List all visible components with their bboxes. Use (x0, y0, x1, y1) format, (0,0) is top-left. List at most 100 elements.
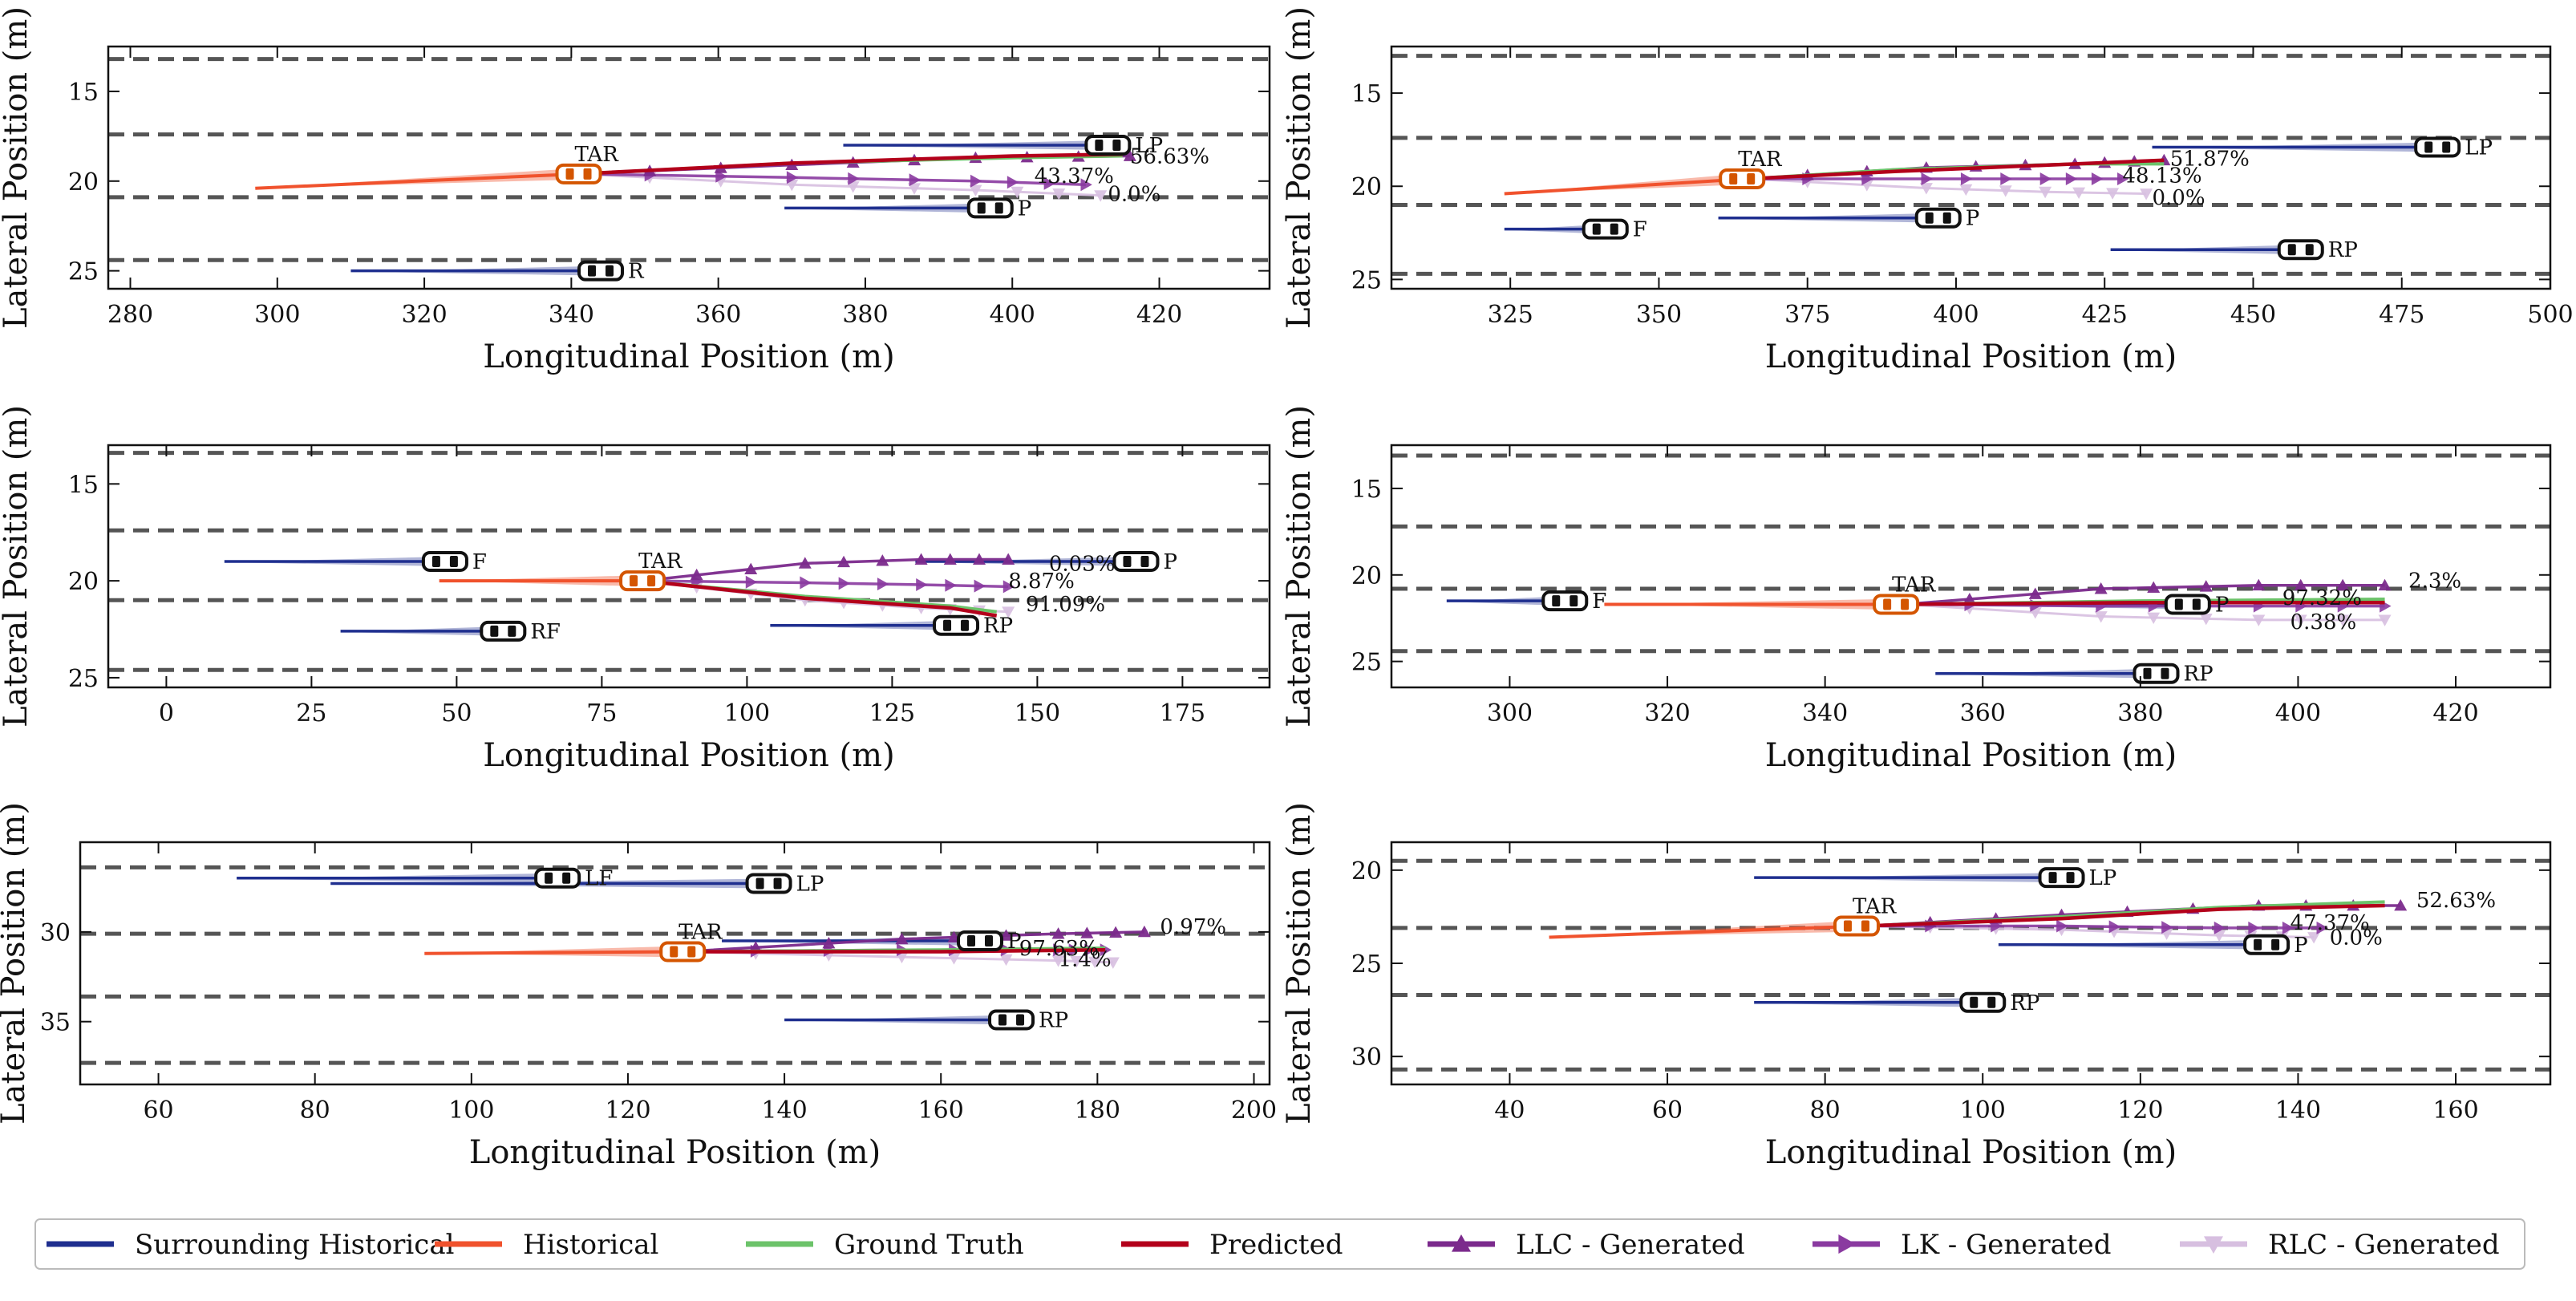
car-window (583, 168, 592, 180)
car-window (2271, 938, 2280, 950)
rlc-generated-marker (1088, 956, 1102, 969)
llc-generated-marker (1137, 925, 1151, 938)
lk-generated-marker (945, 578, 957, 592)
car-icon (421, 550, 468, 572)
historical-line (1504, 176, 1748, 196)
car-window (1140, 555, 1149, 567)
vehicle-label: TAR (638, 549, 683, 573)
car-body (555, 163, 602, 184)
car-icon (2277, 239, 2324, 261)
car-window (977, 202, 986, 214)
vehicle-label: RP (2010, 991, 2039, 1015)
plot-area (108, 57, 1270, 282)
x-tick-label: 75 (586, 699, 617, 728)
vehicle-label: P (1007, 930, 1022, 954)
car-window (2161, 667, 2169, 679)
rlc-generated-marker (1999, 185, 2012, 197)
rlc-generated-line (1903, 602, 2385, 622)
x-tick-label: 475 (2379, 301, 2424, 329)
car-icon (1084, 135, 1132, 156)
car-window (1552, 595, 1561, 607)
car-body (2038, 867, 2085, 889)
car-body (1959, 991, 2007, 1013)
car-window (647, 575, 656, 587)
rlc-generated-marker (1002, 606, 1015, 618)
llc-generated-marker (895, 932, 909, 945)
y-tick-label: 15 (1351, 476, 1382, 504)
probability-label: 43.37% (1035, 164, 1114, 188)
x-tick-label: 450 (2230, 301, 2276, 329)
target-car-icon (619, 570, 666, 592)
target-car-icon (555, 163, 602, 184)
car-window (943, 619, 952, 631)
x-tick-label: 200 (1231, 1096, 1277, 1125)
subplot-6: TAR LP P RP 52.63% 47.37%0.0% 40 60 80 100 120 140 1… (1281, 802, 2552, 1171)
llc-generated-marker (914, 553, 928, 565)
x-tick-label: 100 (1960, 1096, 2006, 1125)
rlc-generated-marker (969, 184, 982, 197)
y-tick-label: 25 (1351, 950, 1382, 979)
car-window (670, 946, 678, 958)
car-icon (2132, 663, 2180, 684)
x-tick-label: 175 (1160, 699, 1205, 728)
llc-generated-marker (1080, 926, 1094, 938)
y-axis-label: Lateral Position (m) (0, 405, 34, 728)
vehicle-label: F (472, 550, 487, 574)
car-window (687, 946, 696, 958)
car-icon (2164, 594, 2211, 615)
car-window (562, 872, 571, 884)
y-axis-label: Lateral Position (m) (1281, 6, 1318, 329)
probability-label: 2.3% (2408, 569, 2461, 593)
x-axis-label: Longitudinal Position (m) (469, 1134, 881, 1171)
car-window (994, 202, 1003, 214)
lk-generated-marker (2108, 920, 2121, 934)
car-window (1112, 140, 1121, 152)
rlc-generated-marker (2072, 187, 2086, 199)
target-car-icon (659, 941, 707, 963)
vehicle-label: RF (530, 620, 561, 644)
rlc-generated-marker (1919, 183, 1933, 195)
vehicle-label: RP (2328, 238, 2358, 262)
historical-line (1549, 924, 1865, 939)
car-icon (2414, 136, 2461, 158)
car-window (508, 625, 516, 637)
historical-line (255, 172, 579, 190)
legend-marker-rlc (2204, 1236, 2223, 1254)
x-tick-label: 400 (1933, 301, 1979, 329)
car-window (2287, 244, 2296, 256)
car-window (1861, 920, 1869, 932)
rlc-generated-marker (1051, 955, 1065, 967)
plot-area (1391, 453, 2550, 684)
predicted-line (1864, 903, 2385, 928)
car-body (421, 550, 468, 572)
y-axis-label: Lateral Position (m) (1281, 802, 1318, 1125)
car-body (1719, 168, 1766, 189)
car-body (2277, 239, 2324, 261)
y-tick-label: 20 (68, 168, 99, 197)
car-window (1569, 595, 1578, 607)
car-body (1582, 218, 1629, 240)
subplot-2: TAR LP P F RP 51.87%48.13%0.0% 325 350 375 400 425… (1281, 6, 2574, 375)
lk-generated-marker (786, 171, 799, 184)
car-window (2442, 141, 2451, 153)
lk-generated-line (1864, 924, 2322, 930)
car-window (1883, 598, 1892, 610)
rlc-generated-marker (2252, 614, 2266, 626)
lk-generated-marker (974, 579, 986, 593)
lk-generated-marker (848, 172, 860, 185)
car-window (1123, 555, 1132, 567)
llc-generated-marker (822, 937, 836, 949)
car-window (985, 935, 994, 947)
lk-generated-marker (1960, 172, 1973, 185)
llc-generated-marker (798, 557, 812, 569)
x-tick-label: 160 (918, 1096, 964, 1125)
llc-generated-marker (2094, 582, 2108, 594)
lk-generated-marker (2065, 172, 2078, 185)
llc-generated-marker (943, 553, 957, 565)
rlc-generated-marker (2294, 614, 2307, 626)
legend-label: LK - Generated (1901, 1229, 2111, 1261)
probability-label: 47.37% (2290, 911, 2370, 935)
x-tick-label: 420 (1136, 301, 1182, 329)
y-axis-label: Lateral Position (m) (0, 6, 34, 329)
car-window (961, 619, 970, 631)
